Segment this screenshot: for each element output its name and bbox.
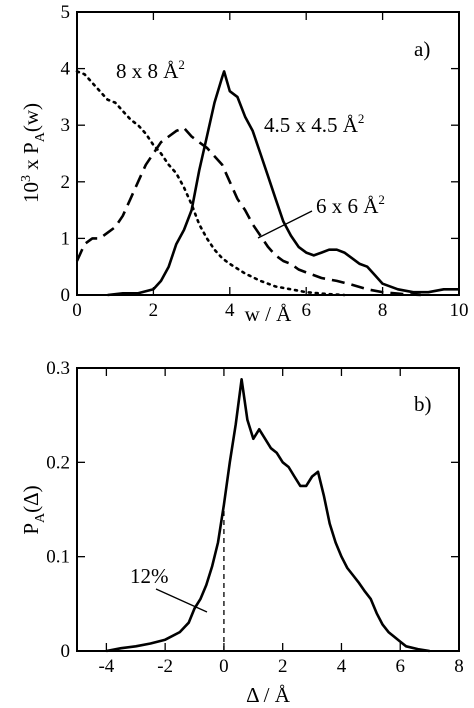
x-tick-label: 10 [450, 300, 469, 321]
panel-a-x-axis-label: w / Å [245, 302, 293, 326]
series-6x6-leader-line [257, 210, 313, 239]
panel-b-label: b) [414, 392, 432, 416]
y-tick-label: 0 [61, 641, 71, 662]
series-line-solid [107, 70, 459, 297]
series-line-solid [106, 378, 430, 653]
y-tick-label: 0 [61, 285, 71, 306]
series-label-4-5x4-5: 4.5 x 4.5 Å2 [264, 111, 364, 137]
panel-a-ticks: 0 2 4 6 8 10 0 1 2 3 4 5 [61, 2, 469, 321]
x-tick-label: 0 [219, 656, 229, 677]
y-tick-label: 2 [61, 172, 71, 193]
x-tick-label: 8 [454, 656, 464, 677]
x-tick-label: 6 [301, 300, 311, 321]
x-tick-label: -2 [157, 656, 173, 677]
fraction-leader-line [155, 588, 208, 613]
y-tick-label: 4 [61, 59, 71, 80]
panel-b: -4 -2 0 2 4 6 8 0 0.1 0.2 0.3 b) 12% Δ / Å PA(Δ) [19, 358, 464, 707]
panel-a: 0 2 4 6 8 10 0 1 2 3 4 5 a) 8 x 8 Å2 4.5 x 4.5 Å2 6… [19, 2, 469, 326]
x-tick-label: 4 [225, 300, 235, 321]
x-tick-label: 0 [72, 300, 82, 321]
y-tick-label: 5 [61, 2, 71, 23]
panel-a-series [75, 70, 459, 297]
panel-a-y-axis-label: 103 x PA(w) [19, 103, 48, 203]
panel-a-frame [76, 11, 460, 296]
panel-b-ticks: -4 -2 0 2 4 6 8 0 0.1 0.2 0.3 [46, 358, 464, 677]
panel-a-label: a) [414, 37, 430, 61]
y-tick-label: 1 [61, 228, 71, 249]
x-tick-label: 6 [395, 656, 405, 677]
y-tick-label: 0.2 [46, 452, 70, 473]
series-line-dashed [75, 126, 421, 297]
panel-b-x-axis-label: Δ / Å [246, 683, 291, 707]
series-label-6x6: 6 x 6 Å2 [316, 192, 385, 218]
y-tick-label: 0.1 [46, 547, 70, 568]
x-tick-label: 8 [378, 300, 388, 321]
series-label-8x8: 8 x 8 Å2 [116, 57, 185, 83]
y-tick-label: 3 [61, 115, 71, 136]
x-tick-label: 2 [149, 300, 159, 321]
panel-b-series [106, 378, 430, 653]
series-line-dotted [75, 70, 346, 297]
x-tick-label: -4 [98, 656, 114, 677]
fraction-annotation: 12% [130, 564, 169, 588]
x-tick-label: 2 [278, 656, 288, 677]
panel-b-frame [76, 367, 460, 652]
x-tick-label: 4 [337, 656, 347, 677]
y-tick-label: 0.3 [46, 358, 70, 379]
panel-b-y-axis-label: PA(Δ) [19, 485, 48, 534]
